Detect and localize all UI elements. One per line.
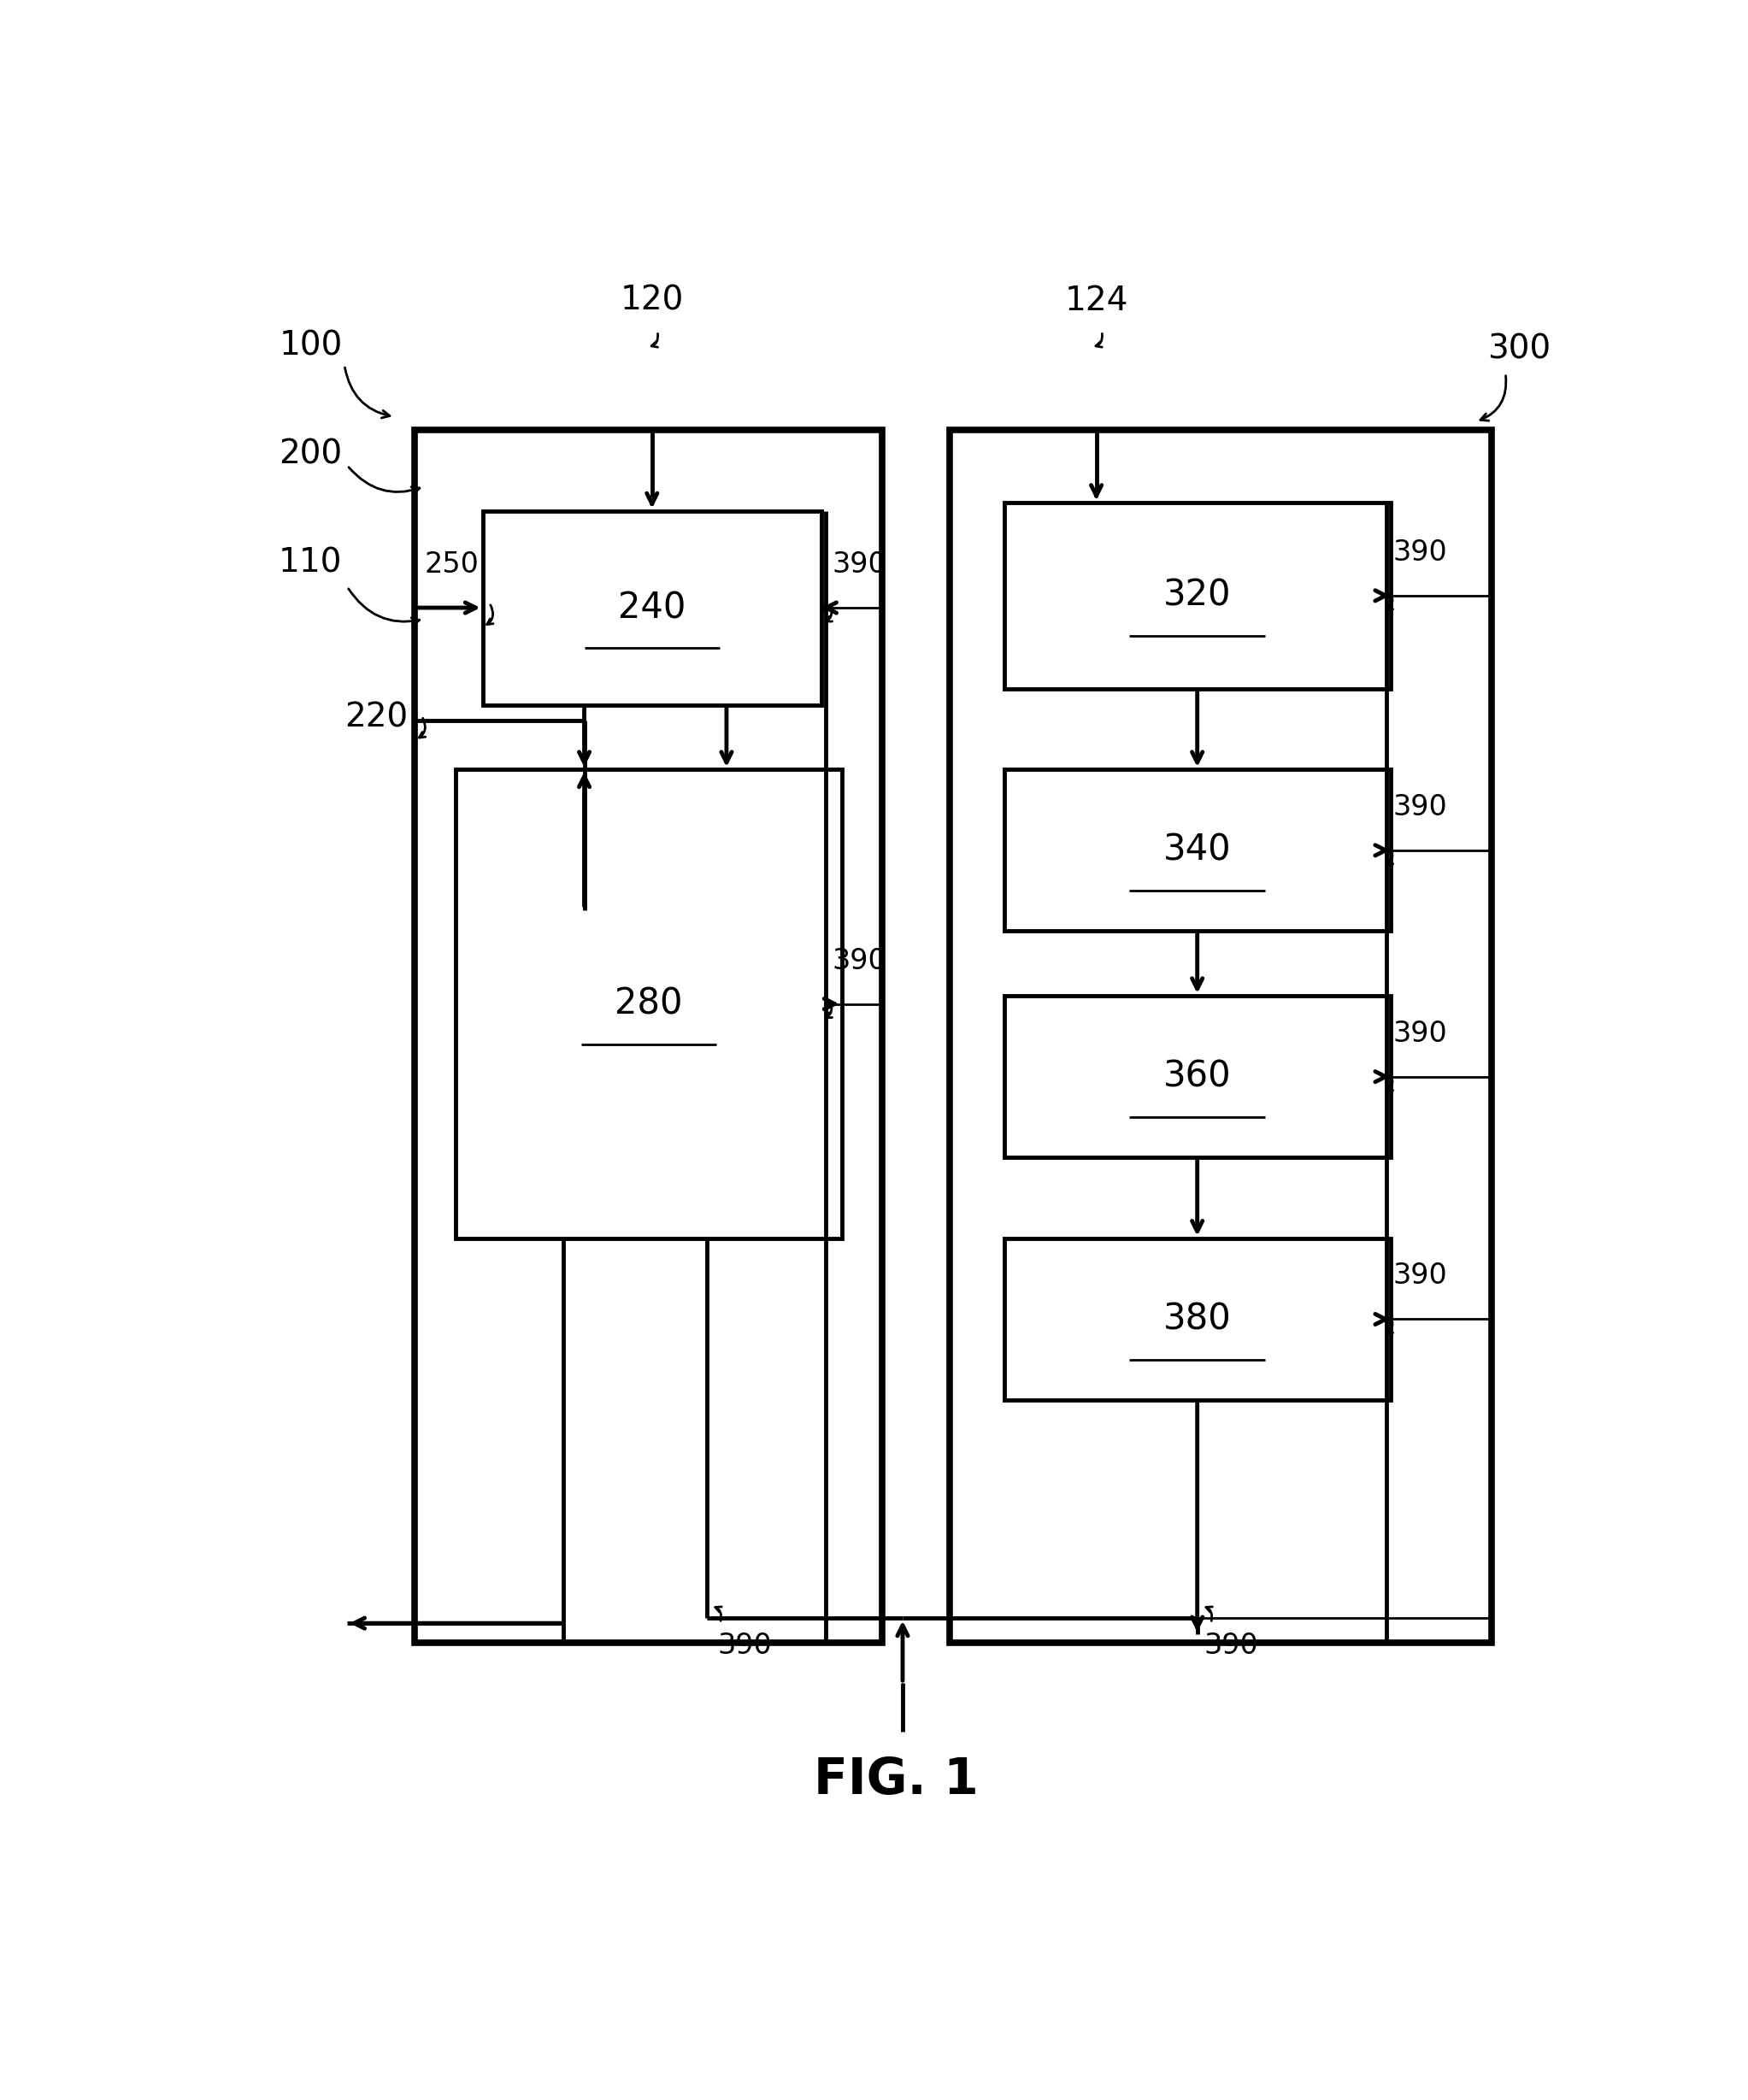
Text: 390: 390 bbox=[1393, 1018, 1447, 1048]
Text: FIG. 1: FIG. 1 bbox=[813, 1756, 979, 1804]
Bar bbox=[1003, 995, 1390, 1157]
Text: 100: 100 bbox=[280, 330, 343, 361]
Text: 390: 390 bbox=[1393, 538, 1447, 567]
Text: 390: 390 bbox=[1393, 1262, 1447, 1289]
Text: 320: 320 bbox=[1162, 578, 1231, 613]
Text: 200: 200 bbox=[280, 439, 343, 470]
Bar bbox=[951, 430, 1491, 1642]
Text: 340: 340 bbox=[1162, 832, 1231, 867]
Text: 124: 124 bbox=[1065, 284, 1127, 317]
Bar bbox=[414, 430, 883, 1642]
Text: 110: 110 bbox=[278, 546, 343, 580]
Text: 380: 380 bbox=[1162, 1302, 1231, 1338]
Text: 250: 250 bbox=[425, 550, 479, 580]
Bar bbox=[1003, 502, 1390, 689]
Text: 390: 390 bbox=[832, 947, 886, 974]
Bar bbox=[1003, 1239, 1390, 1401]
Bar bbox=[1003, 769, 1390, 930]
Text: 280: 280 bbox=[615, 987, 683, 1023]
Text: 220: 220 bbox=[344, 701, 407, 733]
Bar bbox=[456, 769, 843, 1239]
Bar bbox=[482, 510, 822, 706]
Text: 120: 120 bbox=[621, 284, 683, 317]
Text: 390: 390 bbox=[1393, 794, 1447, 821]
Text: 390: 390 bbox=[1204, 1632, 1259, 1659]
Text: 300: 300 bbox=[1488, 332, 1550, 365]
Text: 240: 240 bbox=[619, 590, 685, 626]
Text: 360: 360 bbox=[1162, 1058, 1231, 1094]
Text: 390: 390 bbox=[832, 550, 886, 580]
Text: 390: 390 bbox=[717, 1632, 773, 1659]
